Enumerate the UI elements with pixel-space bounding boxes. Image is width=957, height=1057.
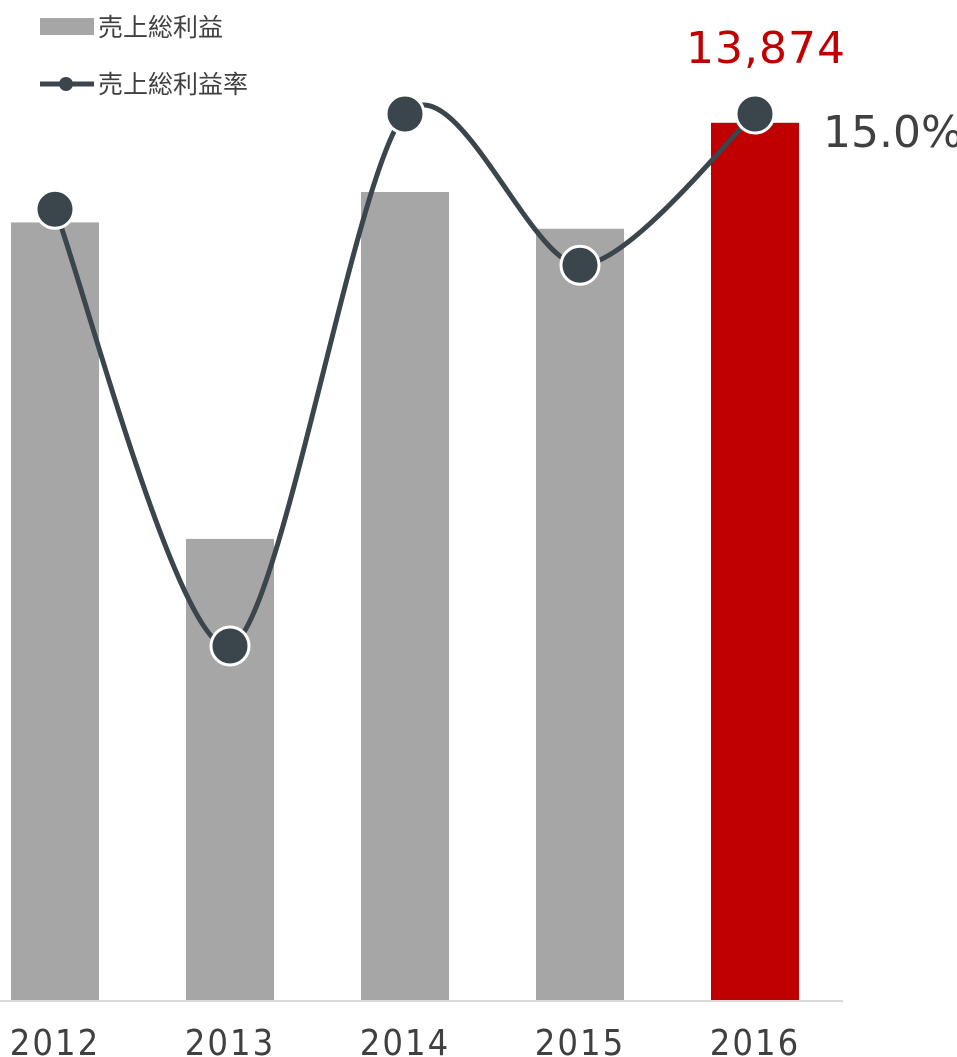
bar-2013 [186, 538, 274, 1001]
labels-layer: 2012 2013 2014 2015 2016 13,874 15.0% [10, 23, 957, 1057]
x-tick-label-2012: 2012 [10, 1023, 100, 1057]
line-point-2014 [384, 93, 426, 135]
bar-2012 [11, 222, 99, 1001]
x-tick-label-2016: 2016 [710, 1023, 800, 1057]
legend-line-label: 売上総利益率 [98, 70, 248, 99]
legend-bar-label: 売上総利益 [98, 13, 223, 42]
line-point-2015 [559, 244, 601, 286]
legend: 売上総利益 売上総利益率 [40, 13, 248, 99]
x-tick-label-2013: 2013 [185, 1023, 275, 1057]
line-point-2012 [34, 188, 76, 230]
bar-2015 [536, 228, 624, 1002]
legend-line-marker [59, 77, 73, 91]
line-layer [34, 93, 776, 667]
bar-2016 [711, 122, 799, 1001]
bars-layer [11, 122, 799, 1002]
x-tick-label-2014: 2014 [360, 1023, 450, 1057]
line-value-label-2016: 15.0% [823, 107, 957, 158]
x-tick-label-2015: 2015 [535, 1023, 625, 1057]
bar-value-label-2016: 13,874 [686, 23, 846, 74]
bar-2014 [361, 192, 449, 1001]
line-point-2016 [734, 93, 776, 135]
legend-bar-swatch [40, 18, 94, 35]
line-point-2013 [209, 625, 251, 667]
